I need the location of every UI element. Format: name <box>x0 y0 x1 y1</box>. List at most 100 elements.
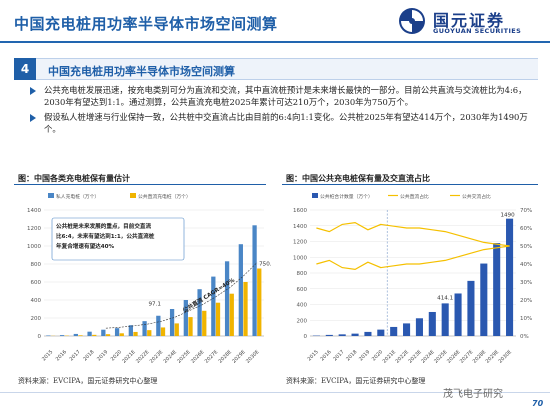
x-tick-label: 2019 <box>358 349 371 362</box>
y2-tick-label: 50% <box>520 244 532 250</box>
value-label: 97.1 <box>149 301 162 307</box>
x-tick-label: 2015 <box>41 349 54 362</box>
private-pile-bar <box>101 329 106 336</box>
annotation-frame <box>51 217 185 261</box>
bullet-item: 公共充电桩发展迅速，按充电类别可分为直流和交流，其中直流桩预计是未来增长最快的一… <box>30 84 530 109</box>
public-pile-bar <box>364 331 372 336</box>
public-dc-bar <box>133 331 138 336</box>
y-tick-label: 1600 <box>293 208 307 214</box>
public-dc-bar <box>202 310 207 336</box>
public-dc-bar <box>243 282 248 336</box>
y2-tick-label: 10% <box>520 316 532 322</box>
private-pile-bar <box>156 315 161 336</box>
private-pile-bar <box>87 331 92 336</box>
private-pile-bar <box>59 335 65 336</box>
legend-label: 公共直流充电桩（万个） <box>138 193 191 200</box>
x-tick-label: 2016 <box>55 349 68 362</box>
y2-tick-label: 40% <box>520 262 532 268</box>
private-pile-bar <box>169 309 175 336</box>
x-tick-label: 2025E <box>176 349 191 364</box>
y-tick-label: 0 <box>304 334 308 340</box>
public-pile-bar <box>377 329 385 336</box>
legend-swatch <box>312 193 318 198</box>
x-tick-label: 2017 <box>69 349 82 362</box>
section-heading: 4 中国充电桩用功率半导体市场空间测算 <box>14 58 538 80</box>
public-dc-bar <box>257 268 262 336</box>
private-pile-bar <box>183 300 188 336</box>
y-tick-label: 1200 <box>27 226 41 232</box>
page-title: 中国充电桩用功率半导体市场空间测算 <box>14 15 278 33</box>
y2-tick-label: 30% <box>520 280 532 286</box>
public-dc-bar <box>229 293 234 336</box>
annotation-line: 年复合增速有望达40% <box>56 242 115 250</box>
watermark-text: 茂飞电子研究 <box>443 389 503 400</box>
y2-tick-label: 60% <box>520 226 532 232</box>
y-tick-label: 1200 <box>293 240 307 246</box>
public-pile-bar <box>415 318 423 336</box>
value-label: 1490 <box>500 213 515 219</box>
left-chart: 0 200 400 600 800 1000 1200 1400 私人充电桩（万个） 公共直流充电… <box>27 193 272 365</box>
y-tick-label: 800 <box>297 271 308 277</box>
title-divider <box>0 41 550 43</box>
bullet-text: 公共充电桩发展迅速，按充电类别可分为直流和交流，其中直流桩预计是未来增长最快的一… <box>44 85 527 108</box>
right-source-note: 资料来源：EVCIPA，国元证券研究中心整理 <box>286 377 426 385</box>
y-tick-label: 600 <box>31 280 42 286</box>
x-tick-label: 2026E <box>190 349 205 364</box>
public-pile-bar <box>467 280 475 336</box>
y-tick-label: 1400 <box>27 208 41 214</box>
annotation-line: 比6:4，未来有望达到1:1，公共直流桩 <box>56 232 155 240</box>
page-number: 70 <box>532 399 544 408</box>
private-pile-bar <box>197 289 202 336</box>
x-tick-label: 2021E <box>121 349 136 364</box>
public-pile-bar <box>351 333 359 336</box>
brand-logo: 国元证券 GUOYUAN SECURITIES <box>397 6 545 38</box>
annotation-line: 公共桩是未来发展的重点，目前交直流 <box>56 222 152 230</box>
public-dc-bar <box>119 333 124 336</box>
private-pile-bar <box>252 225 257 336</box>
x-tick-label: 2022E <box>394 349 409 364</box>
logo-text-en: GUOYUAN SECURITIES <box>433 27 522 35</box>
public-dc-bar <box>78 335 83 336</box>
x-tick-label: 2017 <box>332 349 345 362</box>
x-tick-label: 2029E <box>485 349 500 364</box>
x-tick-label: 2023E <box>149 349 164 364</box>
x-tick-label: 2019 <box>96 349 109 362</box>
x-tick-label: 2021E <box>382 349 397 364</box>
x-tick-label: 2018 <box>345 349 358 362</box>
right-chart-divider <box>282 184 538 185</box>
x-tick-label: 2018 <box>82 349 95 362</box>
x-tick-label: 2030E <box>245 349 260 364</box>
x-tick-label: 2028E <box>472 349 487 364</box>
private-pile-bar <box>142 321 147 336</box>
x-tick-label: 2028E <box>218 349 233 364</box>
annotation-box: 公共桩是未来发展的重点，目前交直流比6:4，未来有望达到1:1，公共直流桩年复合… <box>51 217 185 261</box>
y-tick-label: 0 <box>38 334 42 340</box>
y2-tick-label: 70% <box>520 208 532 214</box>
x-tick-label: 2024E <box>163 349 178 364</box>
section-title: 中国充电桩用功率半导体市场空间测算 <box>48 65 235 78</box>
legend-label: 私人充电桩（万个） <box>56 193 99 200</box>
legend-label: 公共桩合计数量（万个） <box>320 193 373 200</box>
x-tick-label: 2022E <box>135 349 150 364</box>
bullet-arrow-icon <box>30 87 36 95</box>
public-dc-bar <box>147 330 152 336</box>
left-chart-title: 图：中国各类充电桩保有量估计 <box>18 173 130 183</box>
y-tick-label: 200 <box>297 318 308 324</box>
x-tick-label: 2027E <box>459 349 474 364</box>
left-chart-divider <box>14 184 266 185</box>
public-dc-bar <box>105 334 111 336</box>
y-tick-label: 200 <box>31 316 42 322</box>
title-bar: 中国充电桩用功率半导体市场空间测算 国元证券 GUOYUAN SECURITIE… <box>0 0 550 44</box>
y-tick-label: 400 <box>31 298 42 304</box>
bullet-item: 假设私人桩增速与行业保持一致，公共桩中交直流占比由目前的6:4向1:1变化。公共… <box>30 111 530 136</box>
right-chart: 0 200 400 600 800 1000 1200 1400 1600 0% 10% 20% 30%… <box>293 193 532 365</box>
private-pile-bar <box>238 244 243 336</box>
private-pile-bar <box>128 325 133 336</box>
dc-share-line <box>316 245 510 271</box>
private-pile-bar <box>224 261 230 336</box>
footer-divider <box>0 392 550 393</box>
x-tick-label: 2029E <box>231 349 246 364</box>
value-label: 414.1 <box>437 295 453 301</box>
y-tick-label: 1000 <box>293 255 307 261</box>
public-pile-bar <box>338 334 346 336</box>
